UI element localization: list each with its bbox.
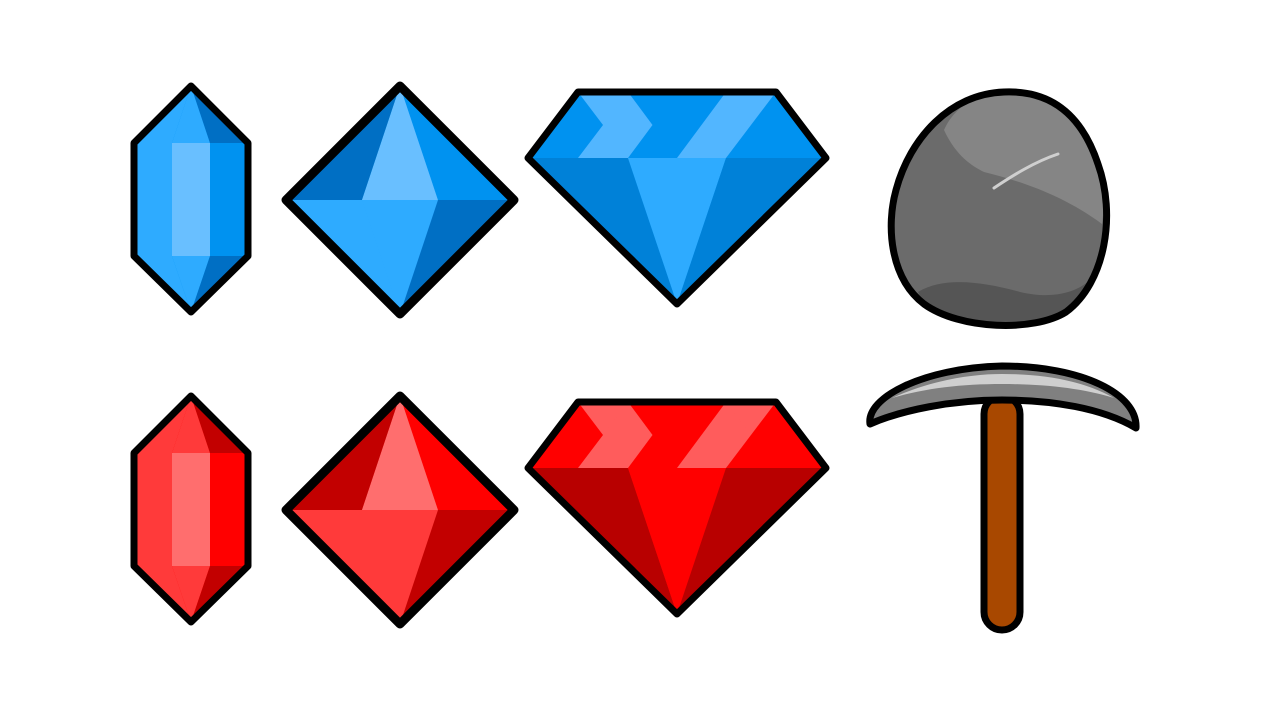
pickaxe-icon xyxy=(862,358,1144,636)
red-crystal-icon xyxy=(128,390,254,628)
blue-crystal-icon xyxy=(128,80,254,318)
blue-diamond-icon xyxy=(522,86,832,310)
blue-octahedron-icon xyxy=(280,80,520,320)
red-diamond-icon xyxy=(522,396,832,620)
red-octahedron-icon xyxy=(280,390,520,630)
rock-icon xyxy=(884,86,1120,330)
